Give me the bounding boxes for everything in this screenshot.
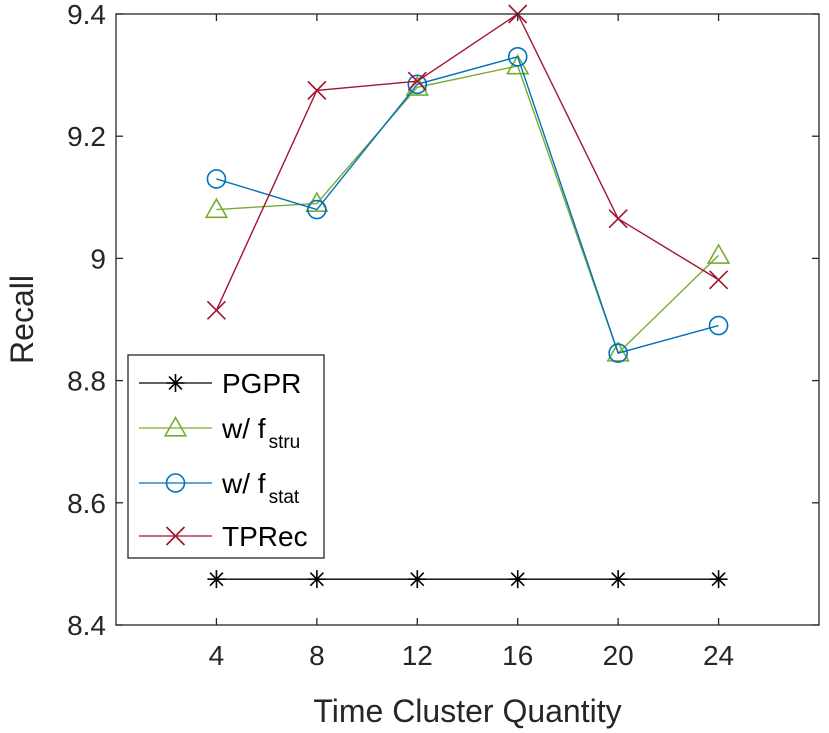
legend-symbol-w-f-stat-shape: [165, 473, 186, 493]
data-point-w-f-stru-4-shape: [204, 197, 229, 219]
legend-item-w-f-stat: w/ f stat: [139, 468, 300, 508]
data-point-tprec-4-shape: [206, 300, 226, 320]
data-point-w-f-stat-20: [608, 343, 628, 363]
y-tick-label-8-6: 8.6: [67, 488, 106, 519]
series-tprec: [206, 4, 729, 320]
data-point-w-f-stat-8-shape: [307, 199, 327, 220]
x-tick-label-24: 24: [703, 640, 734, 671]
legend-marker-w-f-stat: [165, 473, 186, 493]
ticks-layer: 4 8 12 16 20 24 8.4 8.6 8.8 9 9.2 9.4: [67, 0, 819, 671]
x-axis-label: Time Cluster Quantity: [313, 693, 621, 729]
legend-box: [127, 354, 325, 559]
data-point-tprec-4: [206, 300, 226, 320]
series-w-f-stat: [206, 46, 729, 363]
data-point-w-f-stat-16: [507, 46, 528, 67]
legend-symbol-tprec: [165, 526, 186, 546]
legend-symbol-pgpr: [166, 374, 185, 392]
x-tick-label-8: 8: [309, 640, 325, 671]
y-tick-label-8-8: 8.8: [67, 366, 106, 397]
data-point-tprec-24-shape: [709, 270, 729, 290]
legend-label-pgpr: PGPR: [222, 368, 301, 399]
data-point-pgpr-8-shape: [307, 570, 326, 589]
data-point-w-f-stru-4: [204, 197, 229, 219]
data-point-tprec-8: [307, 80, 327, 100]
y-tick-label-8-4: 8.4: [67, 610, 106, 641]
x-tick-label-12: 12: [402, 640, 433, 671]
data-point-pgpr-8: [307, 570, 326, 589]
legend-symbol-w-f-stru: [163, 416, 188, 437]
legend-symbol-w-f-stat: [165, 473, 186, 493]
data-point-pgpr-4-shape: [207, 570, 226, 589]
y-tick-label-9-2: 9.2: [67, 121, 106, 152]
data-point-pgpr-16-shape: [508, 570, 527, 589]
data-point-w-f-stat-24: [708, 315, 729, 336]
data-point-pgpr-4: [207, 570, 226, 589]
legend-label-tprec: TPRec: [222, 521, 308, 552]
data-point-pgpr-16: [508, 570, 527, 589]
data-point-w-f-stru-24-shape: [706, 243, 731, 264]
data-point-tprec-20-shape: [608, 209, 628, 229]
legend-label-w-f-stat-subscript: stat: [269, 487, 300, 508]
data-point-w-f-stat-4-shape: [206, 169, 227, 189]
data-point-w-f-stru-24: [706, 243, 731, 264]
data-point-pgpr-12-shape: [408, 570, 427, 589]
series-pgpr: [207, 570, 728, 589]
legend-symbol-tprec-shape: [165, 526, 186, 546]
data-point-tprec-24: [709, 270, 729, 290]
x-tick-label-20: 20: [603, 640, 634, 671]
data-point-pgpr-20: [609, 570, 628, 589]
data-point-w-f-stat-8: [307, 199, 327, 220]
legend-symbol-pgpr-shape: [166, 374, 185, 392]
legend-item-tprec: TPRec: [139, 521, 308, 552]
series-line-tprec: [215, 12, 719, 311]
axes-layer: [115, 13, 820, 626]
data-point-pgpr-24: [709, 570, 728, 589]
series-layer: [204, 4, 731, 589]
data-point-tprec-20: [608, 209, 628, 229]
y-axis-label: Recall: [4, 275, 40, 364]
series-line-w-f-stat: [216, 55, 719, 354]
y-tick-label-9-4: 9.4: [67, 0, 106, 30]
data-point-pgpr-12: [408, 570, 427, 589]
legend-label-w-f-stru-subscript: stru: [269, 432, 301, 453]
legend-symbol-w-f-stru-shape: [163, 416, 188, 437]
data-point-pgpr-20-shape: [609, 570, 628, 589]
axes-box: [115, 13, 820, 626]
data-point-pgpr-24-shape: [709, 570, 728, 589]
x-tick-label-16: 16: [502, 640, 533, 671]
svg-text:PGPR: PGPR: [222, 368, 301, 399]
legend: PGPR w/ f stru w/ f stat TPRec: [127, 354, 325, 559]
legend-label-w-f-stat: w/ f: [221, 468, 266, 499]
data-point-w-f-stat-4: [206, 169, 227, 189]
data-point-w-f-stat-16-shape: [507, 46, 528, 67]
data-point-w-f-stat-12: [407, 74, 428, 95]
legend-item-w-f-stru: w/ f stru: [139, 413, 300, 453]
data-point-w-f-stat-20-shape: [608, 343, 628, 363]
legend-item-pgpr: PGPR: [139, 368, 301, 399]
data-point-tprec-12: [407, 71, 427, 91]
legend-label-w-f-stru: w/ f: [221, 413, 266, 444]
legend-marker-pgpr: [166, 374, 185, 392]
y-tick-label-9: 9: [90, 243, 106, 274]
data-point-w-f-stat-24-shape: [708, 315, 729, 336]
legend-marker-w-f-stru: [163, 416, 188, 437]
data-point-w-f-stat-12-shape: [407, 74, 428, 95]
data-point-tprec-8-shape: [307, 80, 327, 100]
svg-text:TPRec: TPRec: [222, 521, 308, 552]
x-tick-label-4: 4: [209, 640, 225, 671]
data-point-tprec-12-shape: [407, 71, 427, 91]
legend-marker-tprec: [165, 526, 186, 546]
